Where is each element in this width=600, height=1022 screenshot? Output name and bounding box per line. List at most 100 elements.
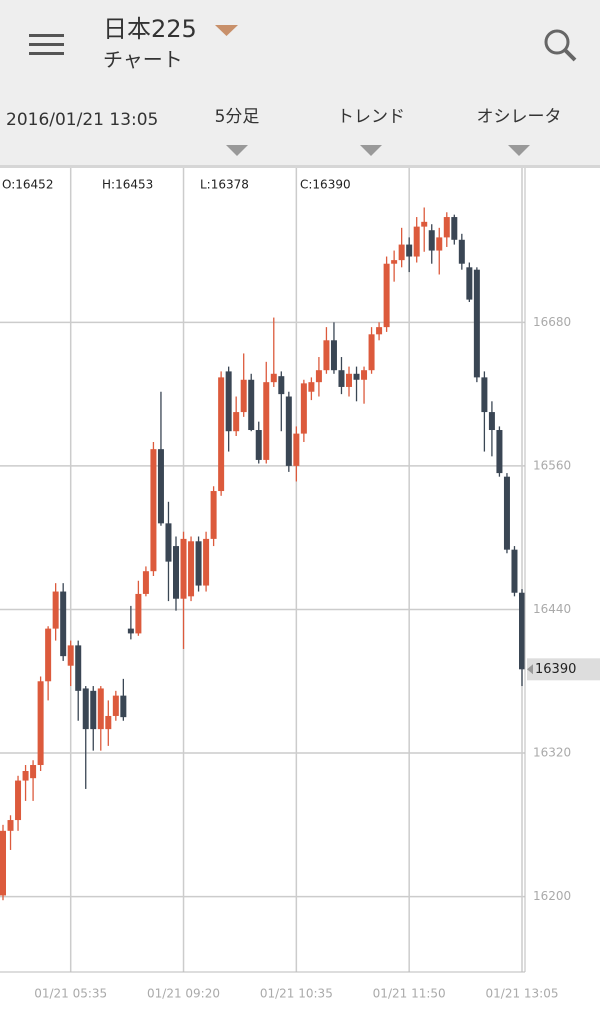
candle-body [278, 376, 285, 395]
candle-body [368, 334, 375, 371]
candle-body [248, 379, 255, 431]
candle-body [188, 541, 195, 597]
candle-body [22, 771, 29, 781]
title[interactable]: 日本225 [103, 15, 197, 43]
candle-body [428, 230, 435, 251]
ohlc-info: L:16378 [200, 178, 249, 192]
candle-body [323, 340, 330, 371]
search-icon [544, 29, 570, 55]
candle-body [353, 373, 360, 380]
plot [0, 168, 525, 972]
candle-body [233, 412, 240, 432]
tab[interactable]: オシレータ [477, 107, 562, 127]
candle-body [150, 449, 157, 572]
candle-body [376, 327, 383, 335]
x-tick-label: 01/21 10:35 [260, 987, 333, 1001]
candle-body [293, 433, 300, 466]
candle-body [473, 269, 480, 378]
candle-body [451, 217, 458, 240]
candle-body [157, 449, 164, 524]
candle-body [383, 263, 390, 328]
ohlc-info: H:16453 [102, 178, 153, 192]
header-shadow [0, 165, 600, 168]
y-tick-label: 16200 [533, 889, 571, 903]
candle-body [203, 538, 210, 586]
title-dropdown[interactable] [215, 25, 238, 36]
candle-body [308, 382, 315, 392]
y-tick-label: 16680 [533, 315, 571, 329]
y-tick-label: 16560 [533, 458, 571, 472]
candle-body [406, 244, 413, 257]
candle-body [120, 695, 127, 718]
y-tick-label: 16320 [533, 746, 571, 760]
x-tick-label: 01/21 09:20 [147, 987, 220, 1001]
search-button[interactable] [544, 29, 577, 62]
candle-body [15, 780, 22, 821]
search-icon [563, 48, 577, 62]
candle-body [488, 412, 495, 431]
candle-body [67, 645, 74, 666]
candle-body [105, 715, 112, 730]
candle-body [0, 830, 6, 896]
tab-dropdown[interactable] [226, 145, 248, 156]
candle-body [436, 237, 443, 251]
candle-body [173, 546, 179, 599]
candle-body [458, 239, 465, 264]
tab[interactable]: トレンド [337, 107, 405, 127]
candle-body [346, 373, 352, 387]
tab-dropdown[interactable] [360, 145, 382, 156]
candle-body [142, 571, 149, 594]
candle-body [97, 688, 104, 730]
candle-body [240, 379, 247, 413]
candle-body [165, 523, 172, 562]
candle-body [519, 592, 525, 670]
candle-body [52, 591, 59, 629]
tab[interactable]: 5分足 [215, 107, 260, 127]
ohlc-info: O:16452 [2, 178, 53, 192]
x-tick-label: 01/21 11:50 [373, 987, 446, 1001]
candle-body [391, 260, 398, 264]
candle-body [398, 244, 405, 261]
candle-body [300, 383, 307, 434]
candle-body [481, 377, 488, 413]
candle-body [7, 820, 14, 831]
candle-body [285, 396, 292, 466]
candle-body [503, 476, 510, 550]
candle-body [37, 681, 44, 766]
candle-body [195, 541, 202, 586]
candle-body [30, 765, 37, 779]
menu-button[interactable] [29, 34, 64, 55]
candle-body [180, 538, 187, 599]
price-label-bg [527, 658, 600, 681]
candle-body [496, 430, 503, 474]
x-tick-label: 01/21 05:35 [34, 987, 107, 1001]
candle-body [60, 591, 67, 657]
tab-dropdown[interactable] [508, 145, 530, 156]
candle-body [75, 645, 82, 691]
candle-body [330, 340, 337, 371]
candle-body [361, 370, 368, 380]
candle-body [82, 688, 89, 730]
candle-body [511, 549, 518, 593]
candle-body [466, 267, 473, 300]
price-label: 16390 [535, 662, 576, 677]
candle-body [45, 628, 52, 682]
menu-bar [29, 43, 64, 46]
y-tick-label: 16440 [533, 602, 571, 616]
menu-bar [29, 34, 64, 37]
candle-body [270, 373, 277, 383]
menu-bar [29, 52, 64, 55]
x-tick-label: 01/21 13:05 [486, 987, 559, 1001]
candle-body [218, 377, 225, 492]
candle-body [263, 382, 270, 460]
candle-body [112, 695, 119, 716]
subtitle: チャート [103, 48, 183, 72]
candle-body [443, 217, 450, 238]
candle-body [338, 370, 345, 387]
candle-body [127, 628, 134, 634]
candle-body [315, 370, 322, 383]
candle-body [255, 430, 262, 460]
ohlc-info: C:16390 [300, 178, 351, 192]
